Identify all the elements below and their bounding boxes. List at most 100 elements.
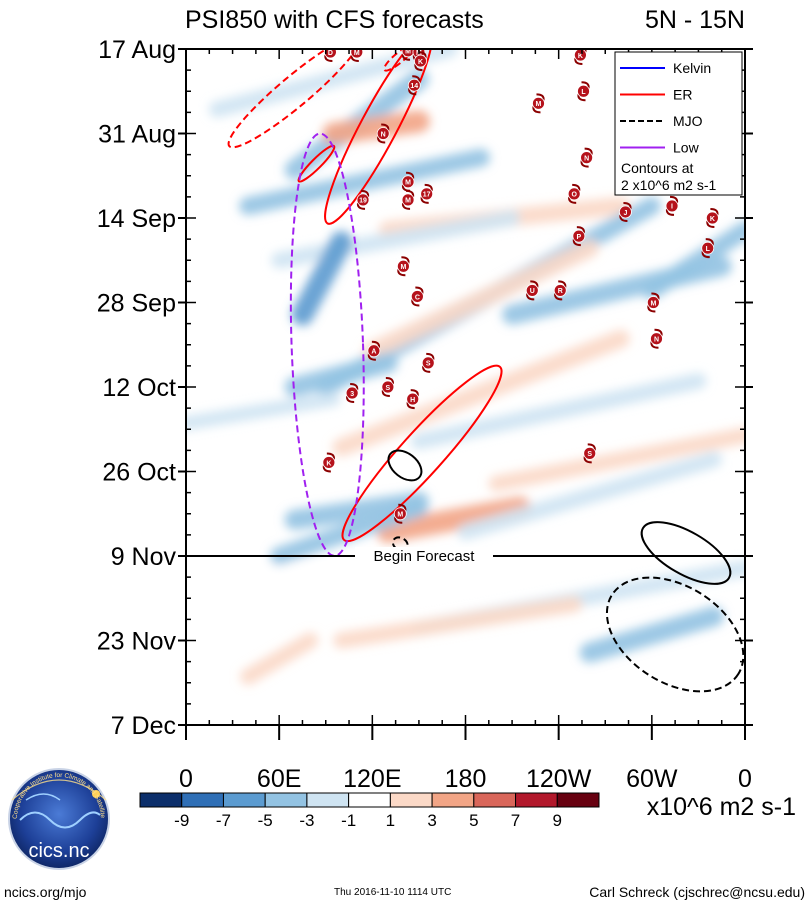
storm-arm (381, 123, 390, 131)
storm-arm (410, 389, 419, 397)
legend-label-mjo: MJO (673, 113, 703, 129)
storm-arm (584, 147, 593, 155)
storm-symbol: K (322, 452, 336, 473)
colorbar-units: x10^6 m2 s-1 (647, 793, 796, 821)
storm-arm (401, 256, 410, 264)
er-contour (383, 49, 415, 72)
anomaly-band (291, 231, 353, 326)
storm-arm (324, 54, 333, 63)
storm-symbol: H (406, 389, 420, 410)
storm-arm (532, 106, 541, 114)
storm-arm (701, 251, 710, 259)
storm-label: L (581, 89, 586, 96)
storm-arm (326, 452, 335, 460)
storm-arm (371, 340, 380, 348)
anomaly-band (376, 496, 531, 543)
storm-symbol: S (421, 352, 435, 373)
y-tick-label: 9 Nov (111, 543, 177, 571)
storm-label: A (371, 349, 376, 356)
colorbar-swatch (222, 792, 266, 808)
forecast-start-label: Begin Forecast (374, 548, 476, 565)
storm-arm (394, 516, 403, 524)
storm-symbol: P (572, 226, 586, 247)
storm-marker (421, 356, 435, 370)
storm-symbol: J (619, 201, 632, 222)
colorbar-swatch (556, 792, 600, 808)
storm-marker (396, 259, 410, 273)
storm-arm (651, 292, 660, 300)
y-tick-label: 12 Oct (102, 374, 176, 402)
storm-symbol: M (401, 189, 415, 210)
colorbar-swatch (348, 792, 391, 808)
storm-arm (350, 383, 359, 391)
storm-symbol: R (553, 280, 567, 301)
storm-symbol: S (381, 377, 395, 397)
mjo-contour (640, 521, 732, 585)
storm-arm (356, 202, 366, 210)
storm-marker (567, 187, 581, 201)
storm-symbol: A (367, 340, 381, 361)
storm-arm (536, 93, 545, 101)
storm-label: M (405, 198, 411, 205)
colorbar-tick-label: -5 (258, 811, 273, 830)
storm-label: S (587, 451, 592, 458)
storm-arm (574, 57, 583, 66)
storm-label: M (650, 300, 656, 307)
storm-marker (356, 193, 370, 207)
colorbar-tick-label: 5 (469, 811, 478, 830)
storm-symbol: M (350, 49, 364, 63)
storm-arm (584, 49, 587, 53)
colorbar-swatch (181, 792, 224, 808)
storm-arm (397, 269, 406, 277)
storm-arm (411, 299, 420, 307)
storm-marker (525, 284, 539, 297)
storm-symbol: M (532, 93, 545, 114)
storm-arm (647, 305, 656, 313)
latitude-band-label: 5N - 15N (645, 6, 745, 34)
x-tick-label: 60W (626, 765, 678, 793)
y-tick-label: 14 Sep (97, 205, 176, 233)
storm-symbol: S (583, 443, 597, 464)
storm-marker (583, 446, 597, 460)
anomaly-band (642, 221, 745, 300)
storm-arm (406, 401, 415, 410)
storm-arm (360, 189, 370, 198)
x-tick-label: 0 (738, 765, 752, 793)
anomaly-band (271, 210, 521, 269)
storm-arm (350, 54, 359, 63)
anomaly-band (410, 372, 707, 450)
storm-arm (346, 395, 355, 404)
storm-marker (367, 344, 381, 358)
storm-marker (646, 296, 660, 309)
storm-marker (345, 386, 359, 400)
storm-symbol: N (650, 328, 663, 349)
storm-symbol: U (525, 280, 539, 301)
storm-marker (665, 199, 679, 213)
colorbar-swatch (389, 792, 433, 808)
storm-marker (577, 84, 590, 98)
storm-arm (530, 280, 539, 288)
storm-arm (650, 341, 659, 349)
footer-author: Carl Schreck (cjschrec@ncsu.edu) (589, 884, 805, 900)
storm-symbol: C (410, 286, 424, 307)
er-contour (297, 144, 336, 183)
anomaly-field (186, 49, 745, 685)
footer-url: ncics.org/mjo (4, 884, 87, 900)
storm-arm (554, 293, 563, 301)
storm-arm (408, 88, 417, 96)
storm-label: I (671, 204, 673, 211)
storm-arm (583, 456, 592, 464)
storm-marker (407, 78, 421, 92)
y-tick-label: 31 Aug (98, 121, 176, 149)
colorbar-swatch (473, 792, 517, 808)
legend-box (614, 51, 743, 196)
mjo-contour (605, 576, 745, 693)
colorbar-swatch (264, 792, 308, 808)
storm-label: K (710, 216, 715, 223)
storm-arm (623, 201, 632, 210)
storm-label: U (530, 288, 535, 295)
storm-symbol: N (580, 147, 594, 168)
anomaly-band (488, 427, 745, 492)
storm-arm (654, 328, 663, 336)
storm-arm (706, 220, 715, 228)
